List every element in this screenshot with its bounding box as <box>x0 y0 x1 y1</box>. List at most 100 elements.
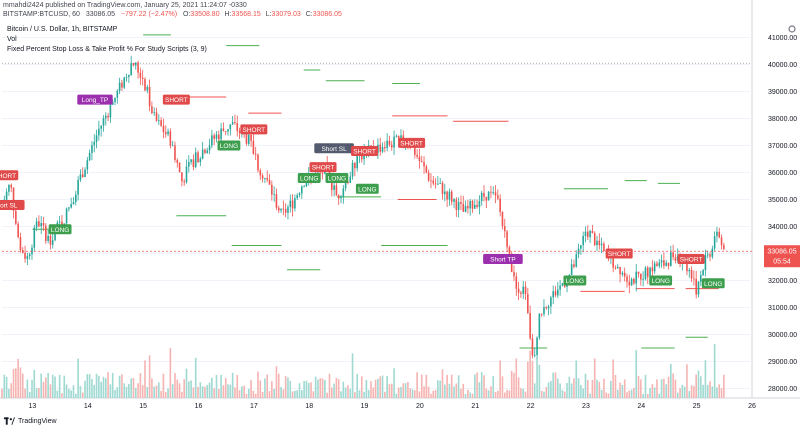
candle-body <box>79 174 82 180</box>
legend-volume[interactable]: Vol <box>7 36 17 43</box>
volume-bar <box>423 386 425 398</box>
volume-bar <box>614 374 617 398</box>
candle-body <box>386 140 388 149</box>
volume-bar <box>453 386 455 398</box>
volume-bar <box>45 377 47 398</box>
candle-body <box>294 198 296 209</box>
candle-body <box>642 279 644 280</box>
volume-bar <box>241 386 243 398</box>
volume-bar <box>17 358 19 398</box>
candle-body <box>379 144 382 152</box>
candle-body <box>91 145 93 153</box>
volume-bar <box>340 391 342 398</box>
footer-brand[interactable]: TradingView <box>18 418 57 425</box>
legend-title[interactable]: Bitcoin / U.S. Dollar, 1h, BITSTAMP <box>7 26 118 33</box>
x-tick-label: 16 <box>195 403 203 410</box>
candle-body <box>349 176 352 184</box>
candle-body <box>508 247 511 254</box>
volume-bar <box>416 372 418 398</box>
candle-body <box>545 307 548 309</box>
volume-bar <box>381 375 384 398</box>
author-line: mmahdi2424 published on TradingView.com,… <box>3 2 247 9</box>
volume-bar <box>460 388 462 398</box>
volume-bar <box>84 380 86 398</box>
legend-indicator[interactable]: Fixed Percent Stop Loss & Take Profit % … <box>7 46 207 53</box>
volume-bar <box>224 378 227 398</box>
volume-bar <box>328 373 331 398</box>
candle-body <box>450 191 453 202</box>
candle-body <box>388 140 391 145</box>
volume-bar <box>543 391 545 398</box>
candle-body <box>640 273 642 280</box>
volume-bar <box>644 374 647 398</box>
candle-body <box>658 262 661 267</box>
candle-body <box>284 209 287 213</box>
candle-body <box>536 337 538 356</box>
candle-body <box>455 199 458 210</box>
volume-bar <box>104 378 107 398</box>
settings-gear-icon[interactable] <box>788 25 796 33</box>
candle-body <box>190 159 192 163</box>
candle-body <box>271 184 273 195</box>
candle-body <box>400 135 402 138</box>
candle-body <box>441 182 444 195</box>
candle-body <box>589 231 591 238</box>
volume-bar <box>254 393 257 398</box>
volume-bar <box>15 368 17 398</box>
volume-bar <box>619 382 621 398</box>
tradingview-logo-icon <box>4 417 15 425</box>
volume-bar <box>676 392 679 398</box>
volume-bar <box>21 373 24 398</box>
volume-bar <box>559 383 561 398</box>
volume-bar <box>95 373 98 398</box>
candle-body <box>527 294 529 313</box>
candle-body <box>517 288 520 293</box>
volume-bar <box>529 350 531 398</box>
volume-bar <box>33 369 36 398</box>
volume-bar <box>271 381 273 398</box>
volume-bar <box>317 379 319 398</box>
volume-bar <box>540 390 543 398</box>
candle-body <box>167 131 169 135</box>
volume-bar <box>612 359 614 398</box>
signal-label-text: LONG <box>220 143 238 150</box>
volume-bar <box>121 374 123 398</box>
volume-bar <box>28 392 31 398</box>
signal-label-text: SHORT <box>243 127 266 134</box>
candle-body <box>395 135 398 137</box>
candle-body <box>275 194 278 208</box>
candle-body <box>540 313 543 315</box>
volume-bar <box>5 376 8 398</box>
volume-bar <box>407 382 409 398</box>
candle-body <box>268 179 271 185</box>
last-price-box <box>764 245 800 268</box>
candle-body <box>480 192 483 202</box>
volume-bar <box>234 387 236 398</box>
candle-body <box>42 223 45 226</box>
candle-body <box>220 128 222 140</box>
volume-bar <box>160 390 162 398</box>
candle-body <box>612 256 614 268</box>
signal-label-box <box>605 248 633 259</box>
volume-bar <box>589 393 591 398</box>
candle-body <box>342 188 345 197</box>
volume-bar <box>450 374 453 398</box>
volume-bar <box>167 388 169 398</box>
candle-body <box>201 149 204 159</box>
candle-body <box>360 154 363 160</box>
volume-bar <box>158 382 160 398</box>
candle-body <box>561 283 564 286</box>
candle-body <box>462 203 465 212</box>
candle-body <box>185 166 188 183</box>
candle-body <box>291 200 294 209</box>
candle-body <box>432 180 435 184</box>
candle-body <box>247 134 250 144</box>
volume-bar <box>533 383 536 398</box>
volume-bar <box>141 384 144 398</box>
candle-body <box>414 145 416 155</box>
volume-bar <box>723 374 725 398</box>
candle-body <box>423 162 425 167</box>
volume-bar <box>603 378 605 398</box>
volume-bar <box>524 391 527 398</box>
